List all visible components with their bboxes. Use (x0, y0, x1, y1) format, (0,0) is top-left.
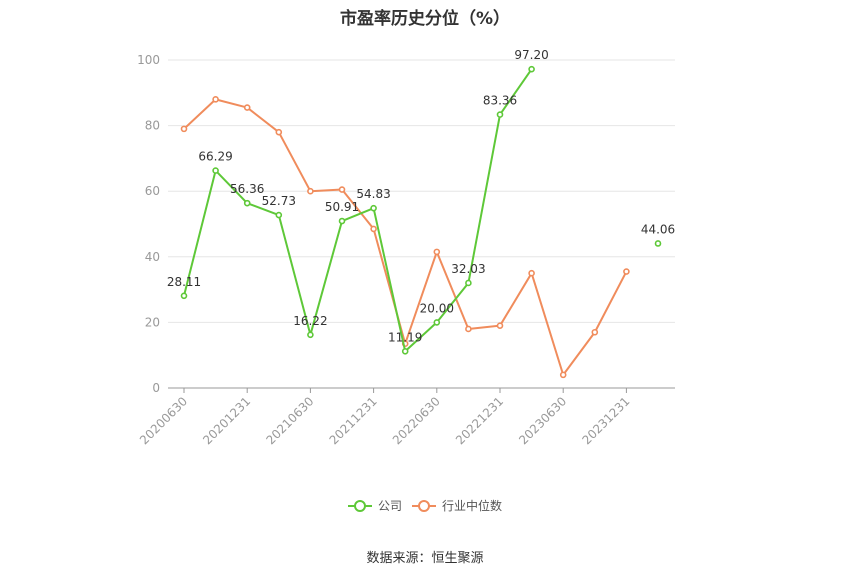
data-point-industry (243, 104, 251, 111)
data-point-industry (433, 248, 441, 256)
x-tick-label: 20200630 (137, 394, 190, 447)
x-tick-label: 20210630 (263, 394, 316, 447)
y-tick-label: 60 (145, 184, 160, 198)
data-point-company (212, 167, 219, 174)
data-point-industry (212, 96, 219, 103)
data-point-industry (307, 187, 314, 195)
data-point-industry (591, 328, 599, 336)
data-point-industry (370, 225, 377, 233)
y-tick-label: 40 (145, 250, 160, 264)
data-point-industry (496, 322, 504, 329)
data-point-industry (275, 128, 283, 136)
data-point-company (370, 204, 377, 212)
data-label: 54.83 (356, 187, 390, 201)
x-tick-label: 20230630 (516, 394, 569, 447)
x-tick-label: 20231231 (579, 394, 632, 447)
x-tick-label: 20221231 (453, 394, 506, 447)
y-tick-label: 80 (145, 119, 160, 133)
data-label: 83.36 (483, 94, 517, 108)
data-label: 20.00 (420, 301, 454, 315)
data-point-company (307, 331, 314, 339)
data-point-company (243, 199, 251, 207)
legend-marker-industry (418, 500, 430, 512)
data-label: 97.20 (514, 48, 548, 62)
y-tick-label: 20 (145, 315, 160, 329)
data-label: 11.19 (388, 330, 422, 344)
legend-label-company: 公司 (378, 499, 402, 513)
data-point-company (338, 217, 346, 225)
data-label: 56.36 (230, 182, 264, 196)
data-label: 16.22 (293, 314, 327, 328)
data-point-company (433, 319, 441, 326)
source-text: 数据来源：恒生聚源 (366, 551, 484, 566)
data-point-industry (465, 325, 472, 333)
chart-title: 市盈率历史分位（%） (339, 9, 511, 29)
legend-marker-company (354, 500, 366, 512)
x-tick-label: 20220630 (390, 394, 443, 447)
data-point-industry (528, 269, 535, 277)
data-point-industry (338, 186, 346, 193)
x-tick-label: 20211231 (327, 394, 380, 447)
x-tick-label: 20201231 (200, 394, 253, 447)
data-point-company (401, 347, 409, 355)
data-label: 44.06 (641, 222, 675, 236)
y-tick-label: 0 (152, 381, 160, 395)
data-label: 66.29 (198, 150, 232, 164)
data-point-company (654, 240, 662, 247)
series-line-company (183, 68, 533, 353)
data-point-industry (559, 371, 567, 379)
data-point-company (465, 279, 472, 287)
y-tick-label: 100 (137, 53, 160, 67)
data-label: 50.91 (325, 200, 359, 214)
data-label: 52.73 (262, 194, 296, 208)
data-point-company (180, 292, 188, 300)
legend-label-industry: 行业中位数 (442, 498, 502, 513)
data-point-industry (180, 125, 188, 133)
data-point-company (275, 211, 283, 219)
data-point-company (528, 65, 535, 73)
data-point-industry (623, 268, 630, 275)
data-label: 32.03 (451, 262, 485, 276)
data-label: 28.11 (167, 275, 201, 289)
data-point-company (496, 111, 504, 118)
